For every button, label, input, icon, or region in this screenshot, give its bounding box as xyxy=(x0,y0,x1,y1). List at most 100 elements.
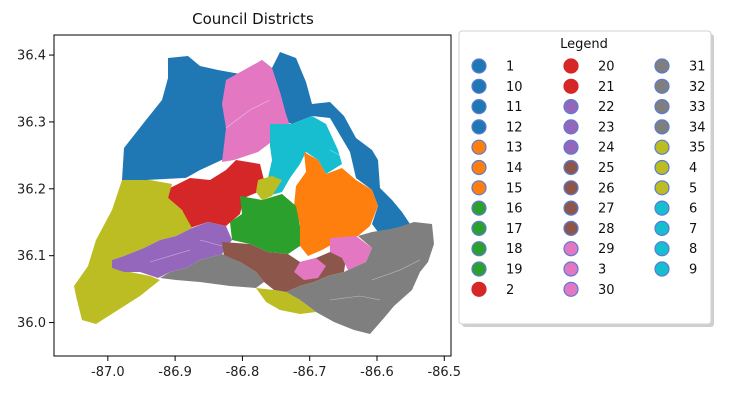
legend-label: 25 xyxy=(598,161,615,176)
legend-entry: 14 xyxy=(471,159,523,176)
legend-entry: 28 xyxy=(563,220,615,237)
legend-label: 13 xyxy=(506,141,523,156)
legend-marker xyxy=(654,119,670,135)
legend-marker xyxy=(471,139,487,155)
legend-label: 18 xyxy=(506,242,523,257)
legend: Legend 1 10 11 12 13 14 15 16 17 18 19 2 20 21 22 23 24 2… xyxy=(458,30,714,327)
legend-entry: 6 xyxy=(654,200,697,217)
district-region-olive-south xyxy=(256,288,316,314)
x-tick-label: -86.6 xyxy=(360,365,394,380)
x-tick-label: -86.8 xyxy=(226,365,260,380)
legend-label: 29 xyxy=(598,242,615,257)
legend-marker xyxy=(563,241,579,257)
legend-marker xyxy=(471,58,487,74)
legend-label: 15 xyxy=(506,181,523,196)
legend-label: 4 xyxy=(689,161,697,176)
legend-marker xyxy=(563,281,579,297)
legend-entry: 26 xyxy=(563,180,615,196)
legend-entry: 18 xyxy=(471,241,523,257)
legend-marker xyxy=(563,78,579,94)
legend-marker xyxy=(471,159,487,176)
legend-label: 26 xyxy=(598,181,615,196)
legend-label: 1 xyxy=(506,60,514,75)
district-map xyxy=(74,52,434,334)
district-region-pink-south xyxy=(330,236,372,270)
legend-entry: 8 xyxy=(654,241,697,257)
legend-label: 8 xyxy=(689,242,697,257)
district-region-orange xyxy=(294,152,378,256)
y-tick-label: 36.2 xyxy=(17,182,46,197)
legend-marker xyxy=(654,98,670,115)
legend-marker xyxy=(471,119,487,135)
legend-entry: 35 xyxy=(654,139,706,156)
legend-label: 24 xyxy=(598,141,615,156)
legend-marker xyxy=(471,200,487,216)
legend-entry: 30 xyxy=(563,281,615,298)
legend-entry: 27 xyxy=(563,200,615,217)
legend-marker xyxy=(654,139,670,155)
legend-label: 5 xyxy=(689,181,697,196)
y-tick-label: 36.0 xyxy=(17,316,46,331)
legend-label: 23 xyxy=(598,120,615,135)
legend-entry: 15 xyxy=(471,180,523,196)
legend-entry: 33 xyxy=(654,98,706,115)
legend-entry: 12 xyxy=(471,119,523,135)
legend-label: 27 xyxy=(598,202,615,217)
legend-entry: 7 xyxy=(654,220,697,237)
legend-label: 32 xyxy=(689,80,706,95)
district-region-brown xyxy=(222,242,346,292)
x-tick-label: -86.5 xyxy=(427,365,461,380)
legend-marker xyxy=(471,78,487,94)
legend-entry: 17 xyxy=(471,220,523,237)
x-tick-label: -86.9 xyxy=(158,365,192,380)
legend-marker xyxy=(471,281,487,297)
legend-items: 1 10 11 12 13 14 15 16 17 18 19 2 20 21 22 23 24 25 26 27 28… xyxy=(471,58,706,298)
legend-entry: 21 xyxy=(563,78,615,95)
legend-marker xyxy=(563,159,579,176)
district-region-purple xyxy=(112,222,232,278)
legend-marker xyxy=(654,261,670,277)
district-boundaries xyxy=(147,99,421,301)
legend-entry: 11 xyxy=(471,98,523,115)
legend-entry: 31 xyxy=(654,58,706,75)
x-tick-label: -86.7 xyxy=(293,365,327,380)
legend-entry: 22 xyxy=(563,98,615,115)
legend-entry: 34 xyxy=(654,119,706,135)
district-region-blue xyxy=(122,52,410,232)
legend-label: 33 xyxy=(689,100,706,115)
legend-marker xyxy=(654,58,670,74)
legend-entry: 9 xyxy=(654,261,697,278)
legend-marker xyxy=(563,220,579,236)
legend-entry: 20 xyxy=(563,58,615,75)
legend-label: 3 xyxy=(598,263,606,278)
legend-entry: 19 xyxy=(471,261,523,278)
legend-marker xyxy=(471,241,487,257)
x-axis-ticks: -87.0 -86.9 -86.8 -86.7 -86.6 -86.5 xyxy=(91,356,461,380)
legend-entry: 16 xyxy=(471,200,523,217)
district-region-gray-west xyxy=(160,254,264,288)
legend-entry: 23 xyxy=(563,119,615,135)
legend-label: 7 xyxy=(689,222,697,237)
legend-label: 30 xyxy=(598,283,615,298)
legend-label: 2 xyxy=(506,283,514,298)
legend-marker xyxy=(654,78,670,94)
legend-marker xyxy=(563,200,579,216)
district-region-cyan xyxy=(268,116,342,196)
legend-marker xyxy=(563,139,579,155)
legend-entry: 4 xyxy=(654,159,697,176)
district-region-gray xyxy=(286,222,434,334)
y-tick-label: 36.4 xyxy=(17,49,46,64)
legend-marker xyxy=(471,180,487,196)
legend-entry: 32 xyxy=(654,78,706,95)
legend-entry: 29 xyxy=(563,241,615,257)
legend-marker xyxy=(471,98,487,115)
legend-marker xyxy=(654,220,670,236)
legend-marker xyxy=(563,58,579,74)
legend-marker xyxy=(654,200,670,216)
legend-marker xyxy=(563,261,579,277)
legend-marker xyxy=(654,180,670,196)
district-region-olive-centre xyxy=(256,176,282,200)
legend-entry: 3 xyxy=(563,261,606,278)
legend-label: 34 xyxy=(689,120,706,135)
